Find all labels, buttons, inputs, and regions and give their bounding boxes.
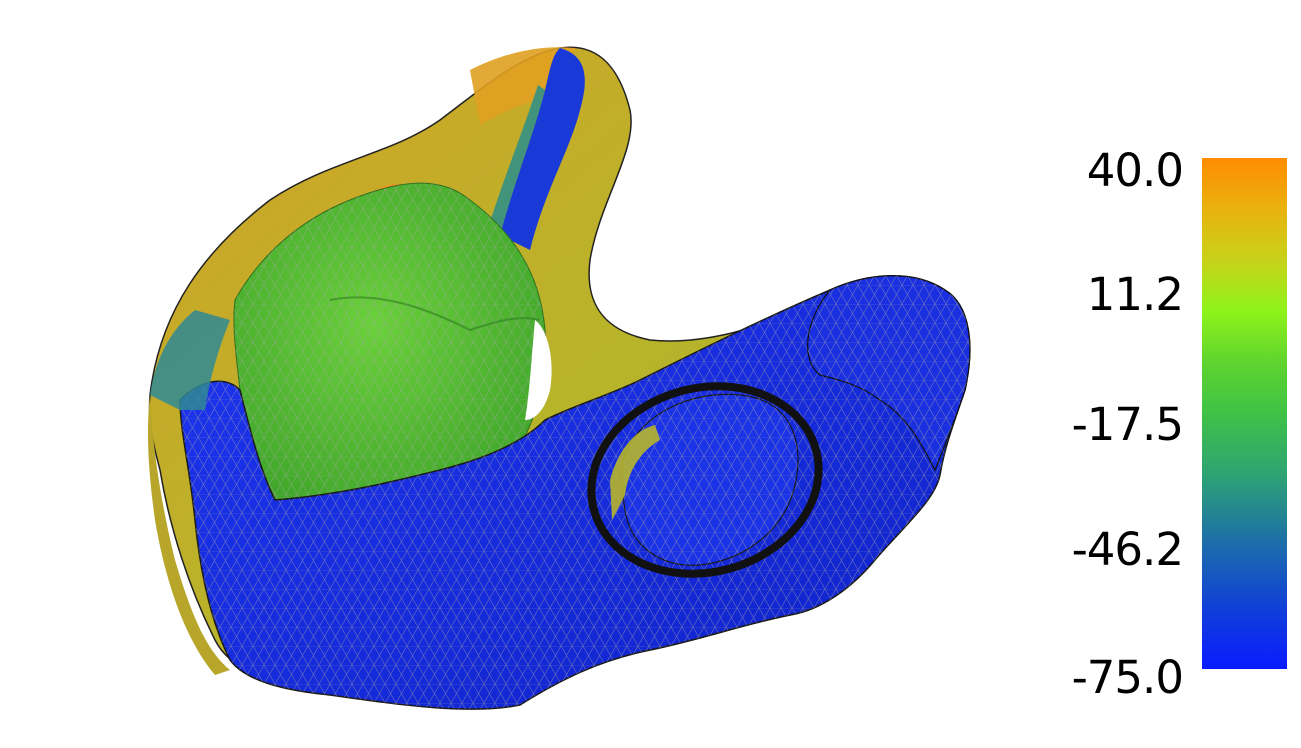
mesh-teal-stripe-edge — [488, 85, 545, 235]
colorbar-tick-max: 40.0 — [1086, 144, 1184, 197]
mesh-green-fold — [329, 296, 541, 332]
colorbar-tick-2: 11.2 — [1086, 268, 1184, 321]
colorbar-tick-4: -46.2 — [1071, 523, 1184, 576]
colorbar-tick-3: -17.5 — [1071, 398, 1184, 451]
mesh-blue-stripe-upper — [500, 48, 585, 250]
mesh-opening-upper — [525, 320, 552, 420]
mesh-left-transition — [150, 310, 230, 410]
colorbar-gradient — [1202, 158, 1287, 669]
colorbar-tick-min: -75.0 — [1071, 651, 1184, 704]
mesh-left-yellow-edge — [147, 395, 230, 675]
mesh-ring-outer — [587, 382, 823, 578]
mesh-orange-ridge — [470, 47, 575, 125]
mesh-ring-yellow — [610, 425, 660, 520]
